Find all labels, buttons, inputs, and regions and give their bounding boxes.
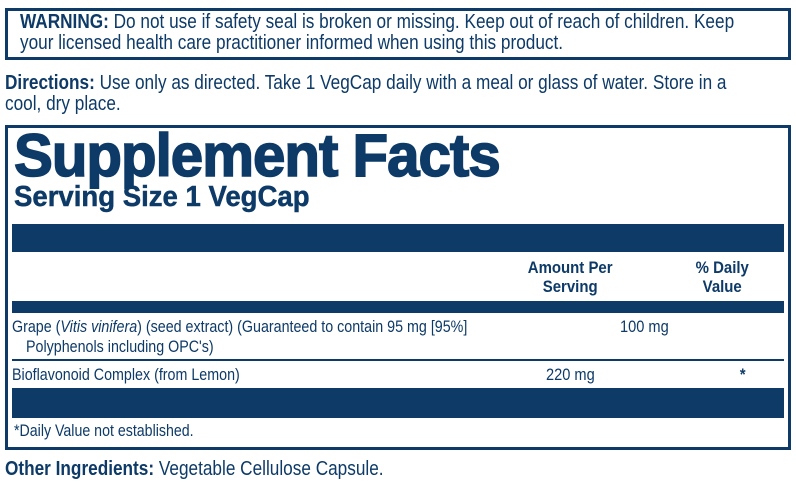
directions-text-2: cool, dry place. xyxy=(5,93,121,115)
table-row-grape: Grape (Vitis vinifera) (seed extract) (G… xyxy=(12,313,784,359)
table-row-bioflavonoid: Bioflavonoid Complex (from Lemon) 220 mg… xyxy=(12,359,784,388)
other-ingredients: Other Ingredients: Vegetable Cellulose C… xyxy=(5,457,791,480)
serving-size: Serving Size 1 VegCap xyxy=(14,181,310,213)
column-header-daily-value: % Daily Value xyxy=(695,258,749,296)
supplement-facts-panel: Supplement Facts Serving Size 1 VegCap A… xyxy=(5,125,791,450)
ingredient-amount: 100 mg xyxy=(619,317,669,336)
directions-line-2: cool, dry place. xyxy=(5,94,791,115)
ingredient-amount: 220 mg xyxy=(545,365,595,384)
other-ingredients-text: Vegetable Cellulose Capsule. xyxy=(154,457,384,480)
other-ingredients-label: Other Ingredients: xyxy=(5,457,155,480)
warning-label: WARNING: xyxy=(20,11,109,33)
warning-line-2: your licensed health care practitioner i… xyxy=(20,33,776,54)
daily-value-footnote: *Daily Value not established. xyxy=(14,421,194,440)
directions: Directions: Use only as directed. Take 1… xyxy=(5,73,791,115)
directions-text-1: Use only as directed. Take 1 VegCap dail… xyxy=(94,72,727,94)
panel-title: Supplement Facts xyxy=(13,122,501,189)
warning-box: WARNING: Do not use if safety seal is br… xyxy=(5,8,791,60)
divider-bar-headers xyxy=(12,301,784,313)
warning-line-1: WARNING: Do not use if safety seal is br… xyxy=(20,12,776,33)
ingredient-name-continued: Polyphenols including OPC's) xyxy=(26,336,214,356)
directions-label: Directions: xyxy=(5,72,95,94)
column-header-amount: Amount Per Serving xyxy=(527,258,613,296)
ingredient-name: Bioflavonoid Complex (from Lemon) xyxy=(12,365,240,384)
ingredient-daily-value: * xyxy=(740,365,746,384)
divider-bar-bottom xyxy=(12,387,784,418)
column-headers: Amount Per Serving % Daily Value xyxy=(12,252,784,301)
ingredient-latin-name: Vitis vinifera xyxy=(60,317,138,336)
warning-text-2: your licensed health care practitioner i… xyxy=(20,32,564,54)
ingredient-name: Grape (Vitis vinifera) (seed extract) (G… xyxy=(12,317,554,356)
ingredient-daily-value: * xyxy=(734,317,796,337)
warning-text-1: Do not use if safety seal is broken or m… xyxy=(108,11,735,33)
divider-bar-top xyxy=(12,224,784,252)
directions-line-1: Directions: Use only as directed. Take 1… xyxy=(5,73,791,94)
